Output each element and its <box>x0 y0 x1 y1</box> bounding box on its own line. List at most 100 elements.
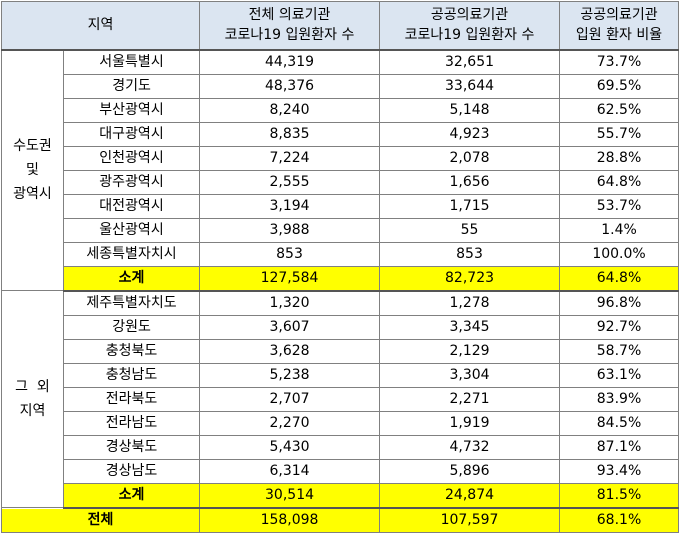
subtotal-total: 30,514 <box>199 482 381 509</box>
header-ratio: 공공의료기관 입원 환자 비율 <box>559 1 680 51</box>
region-cell: 경기도 <box>62 73 201 99</box>
region-cell: 강원도 <box>62 314 201 340</box>
subtotal-ratio: 64.8% <box>559 265 680 292</box>
table-row: 그 외 지역 제주특별자치도 1,320 1,278 96.8% <box>1 290 680 508</box>
header-ratio-line2: 입원 환자 비율 <box>575 27 663 44</box>
table-row: 인천광역시 7,224 2,078 28.8% <box>2 145 680 171</box>
region-cell: 경상남도 <box>62 458 201 484</box>
header-public-line1: 공공의료기관 <box>430 7 509 24</box>
group-label-line: 광역시 <box>13 186 52 203</box>
header-ratio-line1: 공공의료기관 <box>580 7 658 24</box>
group-label-line: 지역 <box>19 403 46 419</box>
total-cell: 2,270 <box>199 410 381 436</box>
total-cell: 2,555 <box>199 169 381 195</box>
subtotal-public: 82,723 <box>379 265 561 292</box>
ratio-cell: 62.5% <box>559 97 680 123</box>
ratio-cell: 1.4% <box>559 217 680 243</box>
ratio-cell: 64.8% <box>559 169 680 195</box>
public-cell: 2,271 <box>379 386 561 412</box>
region-cell: 광주광역시 <box>62 169 201 195</box>
total-cell: 8,835 <box>199 121 381 147</box>
table-row: 울산광역시 3,988 55 1.4% <box>2 217 680 243</box>
public-cell: 1,656 <box>379 169 561 195</box>
header-region: 지역 <box>0 1 201 51</box>
public-cell: 2,078 <box>379 145 561 171</box>
header-public-line2: 코로나19 입원환자 수 <box>404 27 535 44</box>
ratio-cell: 73.7% <box>559 49 680 75</box>
total-cell: 44,319 <box>199 49 381 75</box>
group-label-line: 수도권 <box>13 138 52 155</box>
public-cell: 4,732 <box>379 434 561 460</box>
public-cell: 1,919 <box>379 410 561 436</box>
region-cell: 충청북도 <box>62 338 201 364</box>
table-row: 전라북도 2,707 2,271 83.9% <box>2 386 680 412</box>
group-label-line: 및 <box>26 162 39 179</box>
ratio-cell: 58.7% <box>559 338 680 364</box>
table-body: 수도권 및 광역시 서울특별시 44,319 32,651 73.7% 경기도 48,376 33… <box>0 49 680 533</box>
total-cell: 8,240 <box>199 97 381 123</box>
total-cell: 5,430 <box>199 434 381 460</box>
table-row: 충청북도 3,628 2,129 58.7% <box>2 338 680 364</box>
grand-total-row: 전체 158,098 107,597 68.1% <box>0 507 680 533</box>
table-row: 강원도 3,607 3,345 92.7% <box>2 314 680 340</box>
subtotal-label: 소계 <box>62 482 201 509</box>
grand-total-ratio: 68.1% <box>559 507 680 533</box>
public-cell: 3,345 <box>379 314 561 340</box>
table-row: 충청남도 5,238 3,304 63.1% <box>2 362 680 388</box>
public-cell: 32,651 <box>379 49 561 75</box>
total-cell: 5,238 <box>199 362 381 388</box>
public-cell: 55 <box>379 217 561 243</box>
public-cell: 4,923 <box>379 121 561 147</box>
table-row: 경상북도 5,430 4,732 87.1% <box>2 434 680 460</box>
table-row: 광주광역시 2,555 1,656 64.8% <box>2 169 680 195</box>
table-row: 세종특별자치시 853 853 100.0% <box>2 241 680 267</box>
total-cell: 48,376 <box>199 73 381 99</box>
region-cell: 전라북도 <box>62 386 201 412</box>
subtotal-public: 24,874 <box>379 482 561 509</box>
total-cell: 2,707 <box>199 386 381 412</box>
header-total-line2: 코로나19 입원환자 수 <box>224 27 355 44</box>
region-cell: 충청남도 <box>62 362 201 388</box>
table-row: 부산광역시 8,240 5,148 62.5% <box>2 97 680 123</box>
header-row: 지역 전체 의료기관 코로나19 입원환자 수 공공의료기관 코로나19 입원환… <box>0 1 680 51</box>
ratio-cell: 69.5% <box>559 73 680 99</box>
group-label-line: 그 외 <box>15 379 50 395</box>
total-cell: 3,988 <box>199 217 381 243</box>
ratio-cell: 92.7% <box>559 314 680 340</box>
ratio-cell: 28.8% <box>559 145 680 171</box>
region-cell: 부산광역시 <box>62 97 201 123</box>
total-cell: 853 <box>199 241 381 267</box>
total-cell: 1,320 <box>199 290 381 316</box>
total-cell: 3,194 <box>199 193 381 219</box>
region-cell: 인천광역시 <box>62 145 201 171</box>
subtotal-ratio: 81.5% <box>559 482 680 509</box>
public-cell: 1,715 <box>379 193 561 219</box>
total-cell: 7,224 <box>199 145 381 171</box>
header-total: 전체 의료기관 코로나19 입원환자 수 <box>199 1 381 51</box>
region-cell: 세종특별자치시 <box>62 241 201 267</box>
table-row: 전라남도 2,270 1,919 84.5% <box>2 410 680 436</box>
public-cell: 3,304 <box>379 362 561 388</box>
ratio-cell: 84.5% <box>559 410 680 436</box>
region-cell: 전라남도 <box>62 410 201 436</box>
subtotal-label: 소계 <box>62 265 201 292</box>
public-cell: 33,644 <box>379 73 561 99</box>
total-cell: 3,628 <box>199 338 381 364</box>
grand-total-label: 전체 <box>0 507 201 533</box>
public-cell: 853 <box>379 241 561 267</box>
total-cell: 3,607 <box>199 314 381 340</box>
table-row: 경기도 48,376 33,644 69.5% <box>2 73 680 99</box>
region-cell: 제주특별자치도 <box>62 290 201 316</box>
public-cell: 1,278 <box>379 290 561 316</box>
ratio-cell: 96.8% <box>559 290 680 316</box>
ratio-cell: 83.9% <box>559 386 680 412</box>
subtotal-row: 소계 127,584 82,723 64.8% <box>2 265 680 292</box>
table-row: 수도권 및 광역시 서울특별시 44,319 32,651 73.7% <box>1 49 680 291</box>
subtotal-total: 127,584 <box>199 265 381 292</box>
ratio-cell: 93.4% <box>559 458 680 484</box>
grand-total-public: 107,597 <box>379 507 561 533</box>
ratio-cell: 53.7% <box>559 193 680 219</box>
